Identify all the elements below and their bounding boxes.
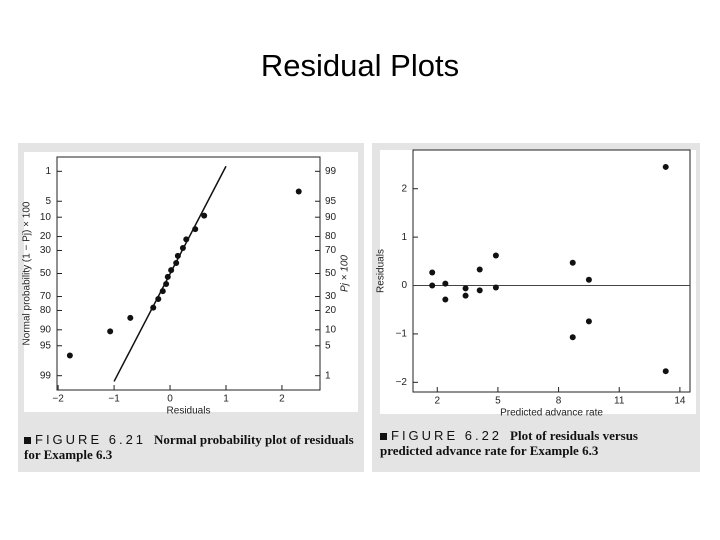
y2-tick-label: 5 [325,340,331,351]
y-tick-label: 1 [45,166,51,177]
y-tick-label: 1 [401,232,407,243]
y-tick-label: −1 [396,329,408,340]
plot-frame [412,149,691,393]
figure-label: FIGURE 6.22 [391,428,503,443]
data-point [585,276,592,283]
data-point [164,273,171,280]
y-axis-label: Residuals [376,249,387,293]
x-tick-label: 14 [674,396,686,407]
y2-tick-label: 50 [325,268,337,279]
y-tick-label: 0 [401,280,407,291]
data-point [462,285,469,292]
plot-background [24,152,358,412]
x-tick-label: 2 [434,396,440,407]
y2-tick-label: 20 [325,305,337,316]
y-tick-label: 90 [40,324,52,335]
y-tick-label: 99 [40,370,52,381]
data-point [476,287,483,294]
data-point [476,266,483,273]
x-tick-label: 11 [614,396,625,407]
x-tick-label: −2 [52,394,64,405]
y-tick-label: 10 [40,212,52,223]
data-point [662,163,669,170]
caption: FIGURE 6.21 Normal probability plot of re… [24,432,360,462]
plot-background [380,150,696,414]
data-point [150,304,157,311]
data-point [462,292,469,299]
x-tick-label: 5 [495,396,501,407]
data-point [585,318,592,325]
y-tick-label: 70 [40,291,52,302]
caption-text: Normal probability plot of residuals for… [24,432,354,462]
data-point [492,284,499,291]
y-tick-label: 80 [40,305,52,316]
y2-tick-label: 10 [325,324,337,335]
y2-tick-label: 70 [325,245,337,256]
data-point [183,236,190,243]
data-point [168,267,175,274]
data-point [201,212,208,219]
y2-tick-label: 1 [325,370,331,381]
slide-title: Residual Plots [260,48,460,83]
data-point [429,282,436,289]
x-tick-label: 1 [223,394,229,405]
data-point [127,314,134,321]
data-point [155,295,162,302]
y2-tick-label: 80 [325,231,337,242]
x-axis-label: Residuals [167,406,211,417]
y2-tick-label: 99 [325,166,337,177]
caption-text: Plot of residuals versus predicted advan… [380,428,638,458]
data-point [662,368,669,375]
x-tick-label: 0 [167,394,173,405]
caption: FIGURE 6.22 Plot of residuals versus pred… [380,428,680,458]
y2-tick-label: 90 [325,212,337,223]
y-tick-label: 20 [40,231,52,242]
y-tick-label: 2 [401,183,407,194]
data-point [442,296,449,303]
data-point [492,252,499,259]
x-tick-label: 2 [279,394,285,405]
data-point [179,245,186,252]
data-point [159,288,166,295]
y2-axis-label: Pj × 100 [340,255,351,292]
data-point [107,328,114,335]
y2-tick-label: 95 [325,196,337,207]
data-point [174,252,181,259]
y-tick-label: 95 [40,340,52,351]
y-tick-label: −2 [396,377,408,388]
data-point [173,260,180,267]
fit-line [113,165,227,382]
data-point [569,334,576,341]
x-tick-label: −1 [108,394,120,405]
y-tick-label: 5 [45,196,51,207]
y-tick-label: 30 [40,245,52,256]
x-tick-label: 8 [556,396,562,407]
data-point [569,259,576,266]
y-axis-label: Normal probability (1 − Pj) × 100 [22,201,33,345]
data-point [429,269,436,276]
data-point [66,352,73,359]
data-point [192,226,199,233]
data-point [295,188,302,195]
figure-label: FIGURE 6.21 [35,432,147,447]
data-point [442,280,449,287]
y-tick-label: 50 [40,268,52,279]
x-axis-label: Predicted advance rate [500,408,603,419]
data-point [163,280,170,287]
y2-tick-label: 30 [325,291,337,302]
